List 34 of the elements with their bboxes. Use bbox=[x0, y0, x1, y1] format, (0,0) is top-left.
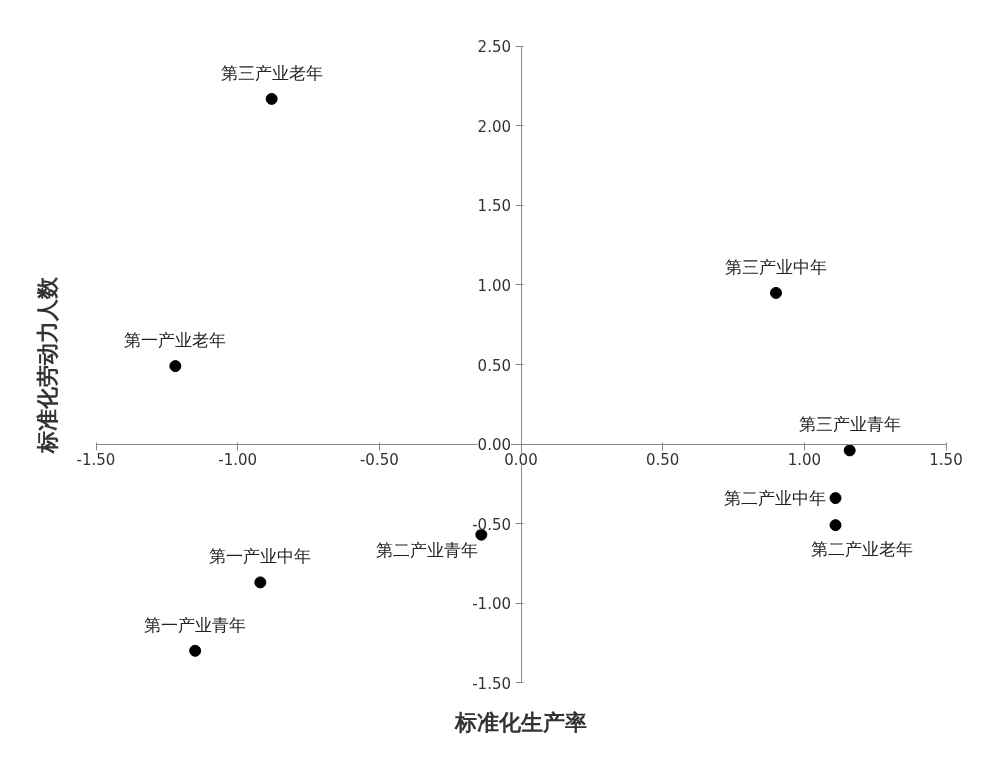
point bbox=[169, 360, 182, 373]
annotation: 第一产业青年 bbox=[144, 614, 247, 635]
y-tick-label: 1.00 bbox=[477, 276, 512, 295]
x-tick-label: 0.00 bbox=[504, 451, 538, 470]
annotation: 第三产业中年 bbox=[725, 256, 827, 277]
point bbox=[829, 492, 842, 505]
annotation: 第一产业中年 bbox=[209, 546, 312, 567]
x-tick-label: 1.00 bbox=[787, 451, 822, 470]
x-tick-label: 1.50 bbox=[929, 451, 963, 470]
annotation: 第三产业青年 bbox=[798, 414, 901, 435]
x-tick-label: 0.50 bbox=[645, 451, 680, 470]
x-tick-label: -1.50 bbox=[76, 451, 116, 470]
annotation: 第三产业老年 bbox=[220, 62, 323, 83]
point bbox=[843, 444, 856, 457]
x-tick-label: -0.50 bbox=[359, 451, 399, 470]
y-tick-label: 2.50 bbox=[477, 38, 512, 57]
annotation: 第一产业老年 bbox=[124, 330, 227, 351]
annotation: 第二产业青年 bbox=[376, 539, 479, 560]
point bbox=[829, 519, 842, 532]
annotation: 第二产业老年 bbox=[810, 539, 913, 560]
y-axis-title: 标准化劳动力人数 bbox=[34, 275, 60, 454]
y-tick-label: 2.00 bbox=[477, 117, 512, 136]
point bbox=[770, 286, 782, 299]
x-axis-title: 标准化生产率 bbox=[454, 709, 587, 735]
y-tick-label: 1.50 bbox=[477, 197, 512, 216]
y-tick-label: -1.50 bbox=[472, 674, 511, 693]
y-tick-label: -1.00 bbox=[472, 595, 511, 614]
y-tick-label: 0.50 bbox=[477, 356, 512, 375]
y-tick-label: -0.50 bbox=[472, 515, 511, 534]
point bbox=[189, 644, 202, 657]
point bbox=[265, 92, 278, 105]
annotation: 第二产业中年 bbox=[723, 488, 826, 509]
x-tick-label: -1.00 bbox=[218, 451, 258, 470]
point bbox=[254, 576, 267, 589]
